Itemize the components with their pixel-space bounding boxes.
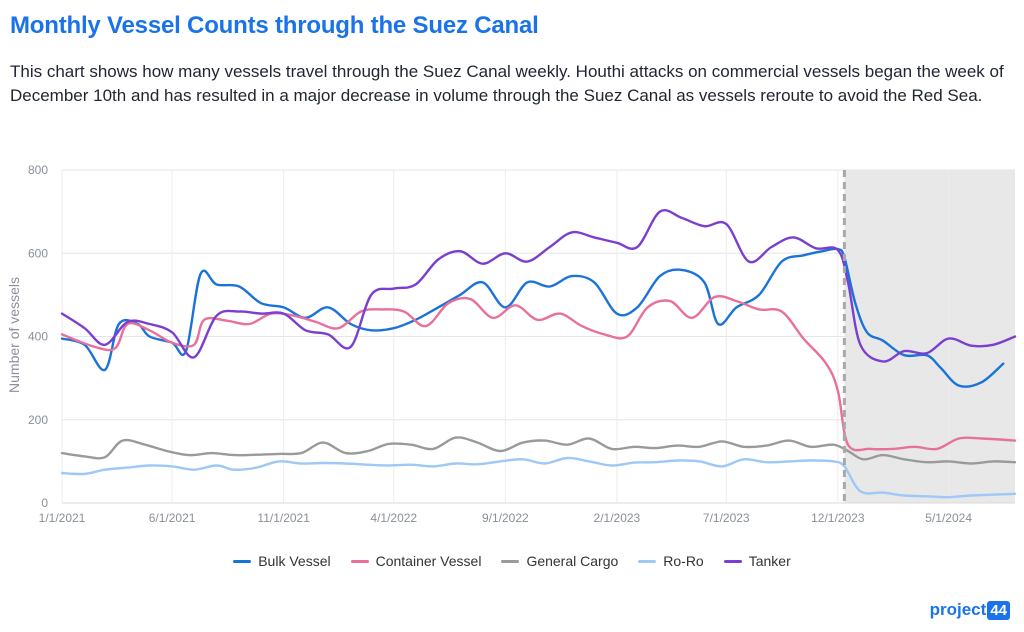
legend-swatch: [638, 559, 657, 563]
legend-item-tanker[interactable]: Tanker: [723, 553, 791, 569]
legend-swatch: [233, 559, 252, 563]
chart-legend: Bulk Vessel Container Vessel General Cargo…: [0, 553, 1024, 569]
legend-item-container-vessel[interactable]: Container Vessel: [350, 553, 482, 569]
legend-label: Ro-Ro: [663, 553, 704, 569]
legend-item-general-cargo[interactable]: General Cargo: [501, 553, 618, 569]
x-tick-label: 2/1/2023: [594, 511, 641, 525]
chart-title: Monthly Vessel Counts through the Suez C…: [10, 12, 539, 39]
chart-subtitle: This chart shows how many vessels travel…: [10, 62, 1004, 105]
x-tick-label: 12/1/2023: [811, 511, 865, 525]
x-tick-label: 5/1/2024: [925, 511, 972, 525]
legend-label: Bulk Vessel: [258, 553, 331, 569]
y-tick-label: 800: [28, 163, 48, 177]
legend-swatch: [501, 559, 520, 563]
legend-item-ro-ro[interactable]: Ro-Ro: [638, 553, 704, 569]
project44-logo: project 44: [930, 600, 1010, 620]
x-tick-label: 7/1/2023: [703, 511, 750, 525]
legend-label: General Cargo: [526, 553, 619, 569]
y-tick-label: 200: [28, 413, 48, 427]
y-tick-label: 600: [28, 246, 48, 260]
line-chart: 0 200 400 600 800 1/1/2021 6/1/2021 11/1/2021 4/…: [6, 163, 1017, 525]
legend-swatch: [723, 559, 742, 563]
logo-text: project: [929, 600, 987, 619]
y-tick-label: 0: [41, 496, 48, 510]
series-line-container-vessel: [60, 294, 1017, 452]
legend-item-bulk-vessel[interactable]: Bulk Vessel: [233, 553, 331, 569]
legend-label: Container Vessel: [375, 553, 482, 569]
series-line-general-cargo: [60, 436, 1017, 465]
x-tick-label: 11/1/2021: [257, 511, 310, 525]
legend-label: Tanker: [748, 553, 791, 569]
y-tick-label: 400: [28, 330, 48, 344]
x-tick-label: 9/1/2022: [482, 511, 529, 525]
x-tick-label: 6/1/2021: [149, 511, 196, 525]
x-tick-label: 1/1/2021: [39, 511, 86, 525]
x-tick-label: 4/1/2022: [370, 511, 417, 525]
series-line-tanker: [60, 209, 1017, 363]
logo-badge: 44: [987, 600, 1010, 620]
legend-swatch: [350, 559, 369, 563]
y-axis-label: Number of vessels: [6, 277, 22, 393]
series-line-bulk-vessel: [60, 247, 1005, 388]
series-line-ro-ro: [60, 456, 1017, 499]
